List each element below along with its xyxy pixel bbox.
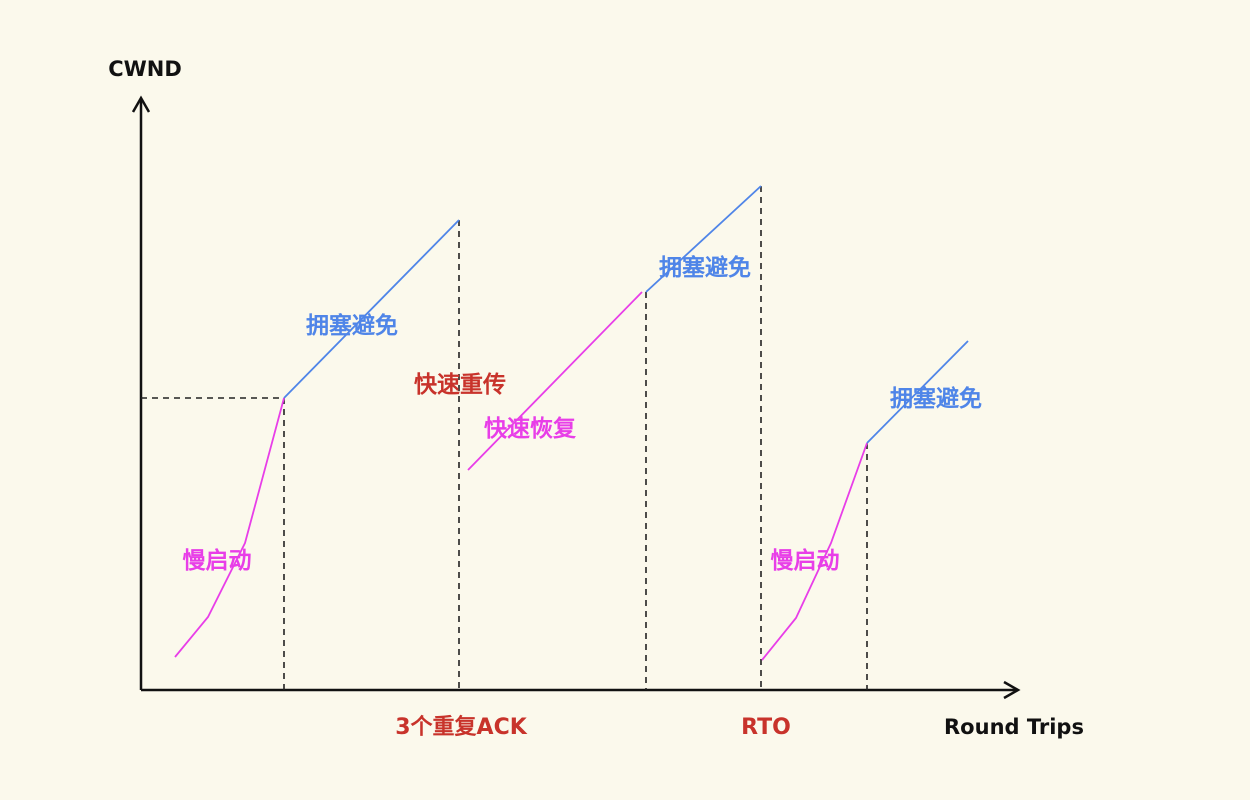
triple-ack-label: 3个重复ACK [395,714,527,740]
axes [131,95,1021,700]
y-axis-label: CWND [108,57,182,81]
cwnd-curves [174,185,969,661]
congestion-avoidance-label-3: 拥塞避免 [890,385,982,412]
fast-recovery-label: 快速恢复 [484,415,577,442]
slow-start-curve-1 [174,397,285,658]
congestion-avoidance-label-2: 拥塞避免 [659,254,751,281]
x-axis-label: Round Trips [944,715,1084,739]
congestion-avoidance-line-2 [645,185,762,293]
congestion-avoidance-label-1: 拥塞避免 [306,312,398,339]
slow-start-label-1: 慢启动 [183,547,252,574]
dashed-guides [141,186,868,690]
fast-retransmit-label: 快速重传 [414,371,506,398]
x-axis-arrow-icon [1003,680,1021,700]
rto-label: RTO [741,715,791,740]
congestion-avoidance-line-3 [866,340,969,444]
slow-start-curve-2 [761,442,868,661]
slow-start-label-2: 慢启动 [771,547,840,574]
congestion-avoidance-line-1 [283,219,460,399]
fast-recovery-line [467,291,643,471]
y-axis-arrow-icon [131,95,151,113]
